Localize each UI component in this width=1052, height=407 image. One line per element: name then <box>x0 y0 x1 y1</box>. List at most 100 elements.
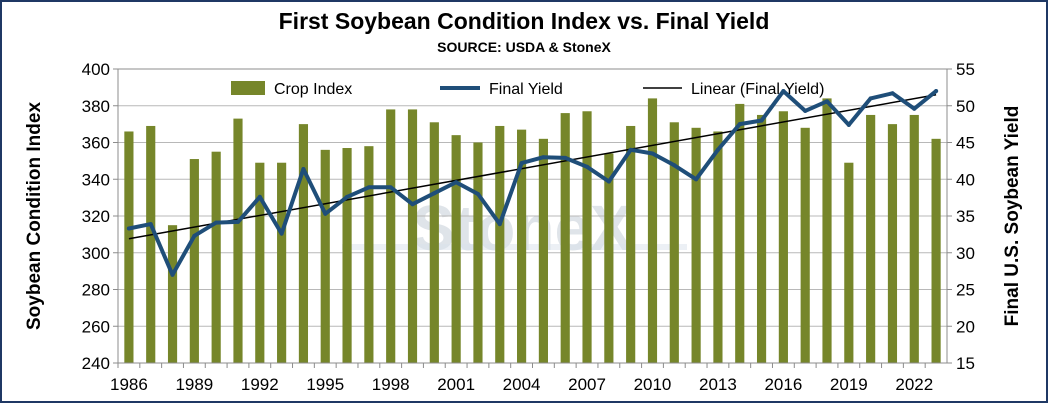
chart-title: First Soybean Condition Index vs. Final … <box>278 8 770 34</box>
legend-label-final-yield: Final Yield <box>489 81 563 98</box>
bar-2005 <box>538 138 548 363</box>
x-tick-label-2007: 2007 <box>568 375 606 394</box>
right-tick-label: 15 <box>956 354 975 373</box>
bar-2012 <box>691 127 701 363</box>
trend-series <box>128 93 937 240</box>
legend-label-trend: Linear (Final Yield) <box>691 81 824 98</box>
bar-2021 <box>887 124 898 363</box>
yield-point-1995 <box>323 211 328 216</box>
right-axis-label: Final U.S. Soybean Yield <box>1002 106 1023 327</box>
bar-2010 <box>647 98 658 364</box>
yield-point-2006 <box>563 155 568 160</box>
right-tick-label: 40 <box>956 170 975 189</box>
bar-1997 <box>364 146 374 363</box>
trend-line <box>128 93 937 240</box>
yield-point-2011 <box>672 163 677 168</box>
watermark-underline <box>342 244 687 250</box>
bar-1998 <box>386 109 396 363</box>
left-tick-label: 320 <box>82 207 110 226</box>
bar-1988 <box>167 225 178 363</box>
yield-point-1992 <box>257 194 262 199</box>
yield-point-1986 <box>126 226 131 231</box>
yield-point-1990 <box>214 220 219 225</box>
yield-point-1991 <box>235 219 240 224</box>
x-tick-label-1986: 1986 <box>110 375 148 394</box>
yield-point-2004 <box>519 161 524 166</box>
right-tick-label: 55 <box>956 60 975 79</box>
bar-2015 <box>756 114 767 363</box>
x-tick-label-1995: 1995 <box>306 375 344 394</box>
yield-point-1998 <box>388 185 393 190</box>
yield-point-2023 <box>934 89 939 94</box>
yield-point-1993 <box>279 231 284 236</box>
yield-line <box>126 89 939 277</box>
bar-2013 <box>713 131 723 363</box>
bar-1996 <box>342 148 352 363</box>
bar-1987 <box>146 125 156 364</box>
yield-point-2021 <box>890 91 895 96</box>
bar-2023 <box>931 138 941 363</box>
bar-2019 <box>844 162 854 363</box>
left-tick-label: 380 <box>82 97 110 116</box>
x-tick-label-2004: 2004 <box>503 375 541 394</box>
bar-2003 <box>495 125 505 364</box>
yield-point-2014 <box>737 122 742 127</box>
bar-2008 <box>604 153 614 363</box>
legend-label-crop-index: Crop Index <box>274 81 352 98</box>
yield-point-2022 <box>912 106 917 111</box>
yield-point-2009 <box>628 147 633 152</box>
yield-point-2008 <box>606 179 611 184</box>
bar-2006 <box>560 113 570 363</box>
right-tick-label: 50 <box>956 97 975 116</box>
yield-point-1987 <box>148 222 153 227</box>
x-tick-label-1998: 1998 <box>372 375 410 394</box>
bar-1986 <box>124 131 134 363</box>
right-tick-label: 30 <box>956 244 975 263</box>
bar-2017 <box>800 127 810 363</box>
yield-point-2017 <box>803 108 808 113</box>
x-tick-label-2016: 2016 <box>764 375 802 394</box>
x-tick-label-1992: 1992 <box>241 375 279 394</box>
left-axis-label: Soybean Condition Index <box>24 102 45 330</box>
bar-1994 <box>298 124 309 363</box>
yield-point-2005 <box>541 155 546 160</box>
x-tick-label-2022: 2022 <box>895 375 933 394</box>
bar-1993 <box>277 162 287 363</box>
yield-point-1988 <box>170 272 175 277</box>
bar-1992 <box>255 162 265 363</box>
bar-2014 <box>735 103 745 363</box>
right-tick-label: 35 <box>956 207 975 226</box>
yield-point-2001 <box>454 180 459 185</box>
right-tick-label: 20 <box>956 317 975 336</box>
yield-point-2000 <box>432 191 437 196</box>
x-tick-label-2001: 2001 <box>437 375 475 394</box>
bar-1999 <box>407 109 418 363</box>
x-tick-label-1989: 1989 <box>175 375 213 394</box>
bar-2000 <box>429 122 439 363</box>
left-tick-label: 340 <box>82 170 110 189</box>
yield-point-2013 <box>715 147 720 152</box>
yield-point-2003 <box>497 222 502 227</box>
legend-swatch-crop-index <box>231 81 265 95</box>
right-tick-label: 25 <box>956 281 975 300</box>
yield-point-2012 <box>694 177 699 182</box>
left-tick-label: 280 <box>82 281 110 300</box>
bar-1990 <box>211 151 221 363</box>
yield-point-1997 <box>366 185 371 190</box>
bar-2018 <box>822 98 832 364</box>
yield-point-1999 <box>410 202 415 207</box>
bar-1991 <box>233 118 243 363</box>
x-tick-label-2013: 2013 <box>699 375 737 394</box>
bar-2020 <box>866 114 876 363</box>
right-tick-label: 45 <box>956 134 975 153</box>
yield-point-2016 <box>781 89 786 94</box>
bar-2001 <box>451 135 461 363</box>
bar-2007 <box>582 111 592 363</box>
x-tick-label-2019: 2019 <box>830 375 868 394</box>
chart-subtitle: SOURCE: USDA & StoneX <box>437 39 611 55</box>
bar-2002 <box>473 142 483 363</box>
yield-point-2010 <box>650 151 655 156</box>
yield-point-2020 <box>868 96 873 101</box>
